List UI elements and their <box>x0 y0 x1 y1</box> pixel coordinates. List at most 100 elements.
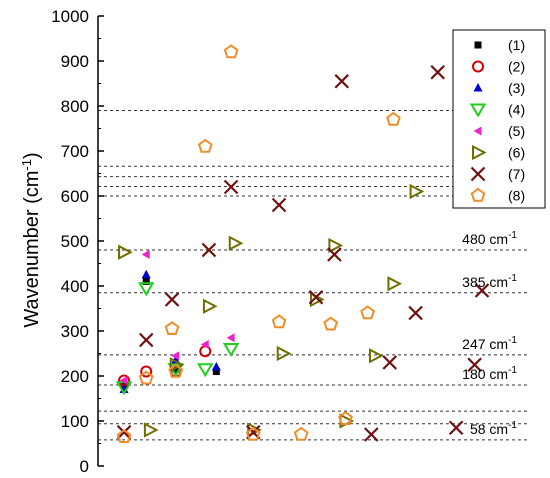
legend-label: (8) <box>508 188 525 204</box>
series-7 <box>116 64 490 442</box>
annotation-superscript: -1 <box>508 335 517 346</box>
x-stroke <box>138 332 154 348</box>
legend-marker <box>472 144 487 161</box>
annotation-superscript: -1 <box>508 230 517 241</box>
legend-marker <box>473 126 482 136</box>
data-point <box>143 422 159 438</box>
y-tick-label: 600 <box>61 187 89 206</box>
data-point <box>138 332 154 348</box>
data-point <box>118 244 133 260</box>
x-stroke <box>470 166 486 182</box>
data-point <box>222 343 240 357</box>
data-point <box>138 370 154 385</box>
data-point <box>202 298 218 314</box>
annotation-label: 247 cm-1 <box>462 335 517 352</box>
x-stroke <box>334 73 350 89</box>
y-axis-title: Wavenumber (cm-1) <box>19 152 43 327</box>
x-stroke <box>271 197 287 213</box>
legend-marker <box>474 41 482 49</box>
data-point <box>142 278 150 285</box>
legend-marker <box>472 60 484 73</box>
data-point <box>328 237 344 254</box>
data-point <box>408 305 423 321</box>
legend-label: (5) <box>508 123 525 139</box>
annotation-label: 385 cm-1 <box>462 273 517 290</box>
legend-label: (3) <box>508 80 525 96</box>
annotation-superscript: -1 <box>508 365 517 376</box>
data-point <box>119 376 128 385</box>
data-point <box>387 276 403 292</box>
data-point <box>164 321 180 335</box>
legend-box <box>452 29 546 209</box>
x-stroke <box>474 283 490 298</box>
annotation-label: 180 cm-1 <box>462 365 517 382</box>
data-point <box>140 365 153 378</box>
legend-entry-7: (7) <box>470 166 525 182</box>
annotation-label: 58 cm-1 <box>470 420 517 437</box>
y-axis-title-superscript: -1 <box>19 159 34 171</box>
x-stroke <box>201 242 217 258</box>
data-point <box>364 427 379 442</box>
legend: (1) (2) (3) (4) (5) (6) (7) (8) <box>452 29 546 209</box>
x-stroke <box>430 64 445 80</box>
y-tick-label: 500 <box>61 232 89 251</box>
data-point <box>168 363 184 378</box>
data-point <box>141 250 150 259</box>
y-tick-label: 800 <box>61 97 89 116</box>
data-point <box>448 420 464 436</box>
x-stroke <box>308 289 324 305</box>
x-stroke <box>364 427 379 442</box>
series-2 <box>118 345 212 387</box>
y-tick-label: 300 <box>61 322 89 341</box>
data-point <box>360 305 375 320</box>
data-point <box>116 429 132 443</box>
y-tick-label: 1000 <box>51 7 89 26</box>
data-point <box>226 333 235 343</box>
legend-entry-3: (3) <box>473 80 525 96</box>
legend-label: (7) <box>508 166 525 182</box>
data-point <box>474 283 490 298</box>
data-point <box>201 242 217 258</box>
legend-entry-8: (8) <box>470 187 525 204</box>
data-point <box>271 314 287 329</box>
y-tick-label: 0 <box>80 457 89 476</box>
y-tick-label: 700 <box>61 142 89 161</box>
legend-label: (4) <box>508 102 525 118</box>
data-point <box>382 355 398 370</box>
legend-label: (6) <box>508 145 525 161</box>
y-tick-label: 100 <box>61 412 89 431</box>
legend-entry-2: (2) <box>472 59 525 75</box>
data-point <box>430 64 445 80</box>
legend-label: (2) <box>508 59 525 75</box>
data-point <box>338 411 353 425</box>
data-points <box>115 44 490 443</box>
y-tick-label: 400 <box>61 277 89 296</box>
x-stroke <box>448 420 464 436</box>
x-stroke <box>223 179 239 195</box>
data-point <box>293 426 309 441</box>
legend-entry-4: (4) <box>469 102 525 118</box>
data-point <box>368 348 384 364</box>
y-axis: 0 100 200 300 400 500 600 700 800 900 1000 <box>51 7 104 476</box>
legend-marker <box>470 166 486 182</box>
data-point <box>409 183 425 200</box>
data-point <box>212 368 220 375</box>
legend-marker <box>473 83 483 92</box>
legend-marker <box>469 103 487 118</box>
x-stroke <box>467 357 482 373</box>
annotation-label: 480 cm-1 <box>462 230 517 247</box>
legend-label: (1) <box>508 37 525 53</box>
data-point <box>200 340 209 349</box>
annotation-superscript: -1 <box>508 420 517 431</box>
data-point <box>169 357 185 373</box>
y-tick-label: 900 <box>61 52 89 71</box>
data-point <box>137 282 155 297</box>
x-stroke <box>116 424 132 440</box>
legend-marker <box>470 187 486 202</box>
data-point <box>164 292 180 307</box>
data-point <box>334 73 350 89</box>
x-stroke <box>327 247 342 262</box>
data-point <box>271 197 287 213</box>
